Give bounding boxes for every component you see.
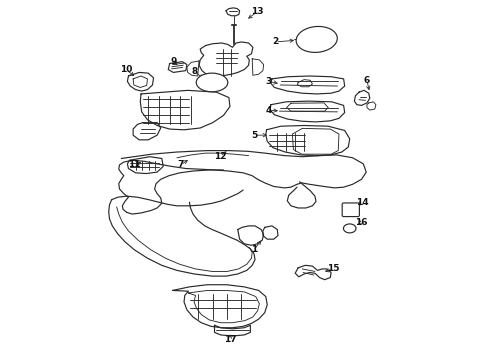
Ellipse shape: [296, 26, 337, 53]
Text: 9: 9: [170, 57, 176, 66]
Text: 7: 7: [177, 161, 184, 170]
Text: 12: 12: [214, 152, 226, 161]
Text: 14: 14: [356, 198, 368, 207]
Ellipse shape: [196, 73, 228, 92]
Text: 13: 13: [251, 7, 264, 16]
Text: 8: 8: [192, 67, 198, 76]
Text: 2: 2: [272, 37, 279, 46]
Text: 1: 1: [251, 246, 257, 255]
Text: 3: 3: [265, 77, 271, 86]
Text: 5: 5: [251, 131, 258, 140]
FancyBboxPatch shape: [342, 203, 359, 217]
Text: 11: 11: [128, 161, 141, 170]
Text: 6: 6: [364, 76, 370, 85]
Text: 17: 17: [223, 335, 236, 344]
Text: 10: 10: [120, 65, 132, 74]
Text: 16: 16: [355, 218, 368, 227]
Text: 4: 4: [265, 105, 271, 114]
Text: 15: 15: [327, 265, 339, 274]
Ellipse shape: [343, 224, 356, 233]
